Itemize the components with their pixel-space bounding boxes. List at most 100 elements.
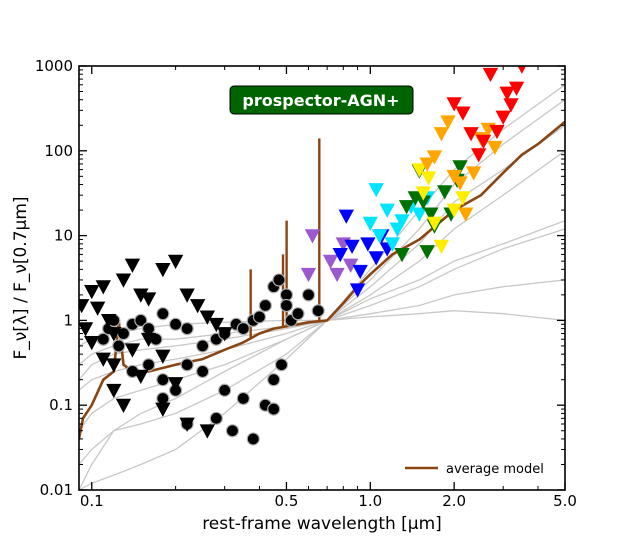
upper-limit-marker — [179, 417, 195, 432]
detection-point — [195, 339, 210, 353]
upper-limit-marker — [415, 186, 431, 201]
upper-limit-marker — [411, 163, 428, 178]
upper-limit-marker — [155, 262, 171, 278]
upper-limit-marker — [338, 209, 354, 224]
x-axis-title: rest-frame wavelength [μm] — [202, 514, 442, 534]
badge-label: prospector-AGN+ — [242, 91, 399, 110]
upper-limit-marker — [349, 283, 366, 298]
upper-limit-marker — [140, 292, 157, 307]
axes: 0.01 0.1 1 10 100 1000 0.1 0.5 1.0 2.0 5.0 — [35, 57, 577, 510]
detection-point — [225, 424, 240, 438]
upper-limit-marker — [216, 327, 233, 342]
upper-limit-marker — [452, 176, 468, 191]
upper-limit-marker — [455, 106, 471, 121]
upper-limit-marker — [344, 239, 360, 255]
upper-limit-marker — [437, 185, 453, 200]
upper-limit-marker — [489, 124, 505, 140]
upper-limit-marker — [84, 284, 100, 300]
detection-point — [156, 307, 170, 321]
upper-limit-marker — [475, 134, 492, 149]
x-tick-label: 2.0 — [442, 492, 466, 510]
upper-limit-marker — [368, 183, 384, 198]
upper-limit-marker — [487, 140, 503, 156]
x-tick-label: 5.0 — [553, 492, 577, 510]
detection-point — [267, 373, 281, 387]
upper-limit-marker — [446, 97, 462, 112]
upper-limit-marker — [300, 267, 317, 283]
detection-point — [134, 313, 148, 327]
detection-point — [258, 298, 272, 313]
upper-limit-marker — [124, 258, 141, 273]
model-curve — [79, 124, 565, 391]
x-tick-label: 0.1 — [80, 492, 104, 510]
upper-limit-marker — [208, 317, 224, 333]
model-curve — [79, 84, 565, 381]
upper-limit-marker — [394, 248, 410, 263]
x-tick-label: 1.0 — [358, 492, 382, 510]
upper-limit-marker — [95, 280, 111, 295]
detection-point — [267, 402, 281, 416]
upper-limit-marker — [433, 127, 450, 142]
upper-limit-marker — [499, 86, 515, 101]
model-curve — [79, 279, 565, 465]
upper-limit-marker — [371, 229, 388, 244]
upper-limit-marker — [140, 332, 157, 348]
upper-limit-marker — [79, 299, 90, 314]
y-axis-title: F_ν[λ] / F_ν[0.7μm] — [11, 196, 31, 359]
y-tick-label: 100 — [44, 142, 73, 160]
average-model-line — [79, 120, 565, 440]
detection-point — [142, 358, 156, 372]
legend-label: average model — [446, 462, 544, 477]
upper-limit-marker — [100, 313, 117, 329]
detection-point — [218, 383, 232, 397]
upper-limit-marker — [84, 336, 100, 351]
upper-limit-marker — [446, 203, 462, 218]
badge-box — [229, 85, 414, 115]
y-tick-label: 10 — [54, 227, 73, 245]
upper-limit-marker — [322, 254, 339, 269]
upper-limit-marker — [465, 166, 482, 181]
detection-point — [156, 373, 170, 387]
upper-limit-marker — [167, 254, 184, 269]
upper-limit-marker — [455, 191, 471, 206]
upper-limit-marker — [398, 200, 415, 215]
upper-limit-marker — [106, 383, 122, 399]
upper-limit-marker — [495, 110, 511, 125]
upper-limit-marker — [433, 239, 450, 255]
legend: average model — [405, 462, 544, 477]
upper-limit-marker — [426, 150, 443, 165]
upper-limit-marker — [420, 171, 437, 186]
upper-limit-marker — [394, 214, 410, 229]
upper-limit-marker — [189, 299, 206, 314]
upper-limit-marker — [360, 237, 376, 252]
upper-limit-marker — [106, 358, 122, 373]
y-tick-label: 0.01 — [40, 481, 73, 499]
detection-point — [236, 322, 250, 336]
detection-point — [209, 411, 223, 425]
upper-limit-marker — [179, 288, 195, 303]
model-badge: prospector-AGN+ — [229, 85, 414, 115]
upper-limit-marker — [199, 424, 216, 439]
x-tick-label: 0.5 — [275, 492, 299, 510]
detection-point — [311, 304, 325, 318]
upper-limit-marker — [463, 127, 479, 142]
upper-limit-marker — [89, 301, 106, 316]
upper-limit-marker — [115, 398, 132, 414]
upper-limit-marker — [115, 273, 132, 288]
upper-limit-marker — [419, 245, 435, 260]
upper-limit-marker — [124, 343, 141, 358]
plot-frame — [78, 65, 566, 491]
upper-limit-marker — [384, 237, 401, 252]
upper-limit-marker — [155, 349, 171, 364]
upper-limit-marker — [419, 157, 435, 172]
upper-limit-marker — [352, 264, 368, 280]
upper-limit-marker — [458, 207, 474, 222]
y-tick-label: 1000 — [35, 57, 73, 75]
y-tick-label: 0.1 — [49, 396, 73, 414]
upper-limit-marker — [471, 148, 487, 163]
detection-point — [301, 288, 316, 302]
upper-limit-marker — [155, 402, 171, 417]
y-tick-label: 1 — [63, 311, 73, 329]
upper-limit-marker — [423, 207, 439, 222]
